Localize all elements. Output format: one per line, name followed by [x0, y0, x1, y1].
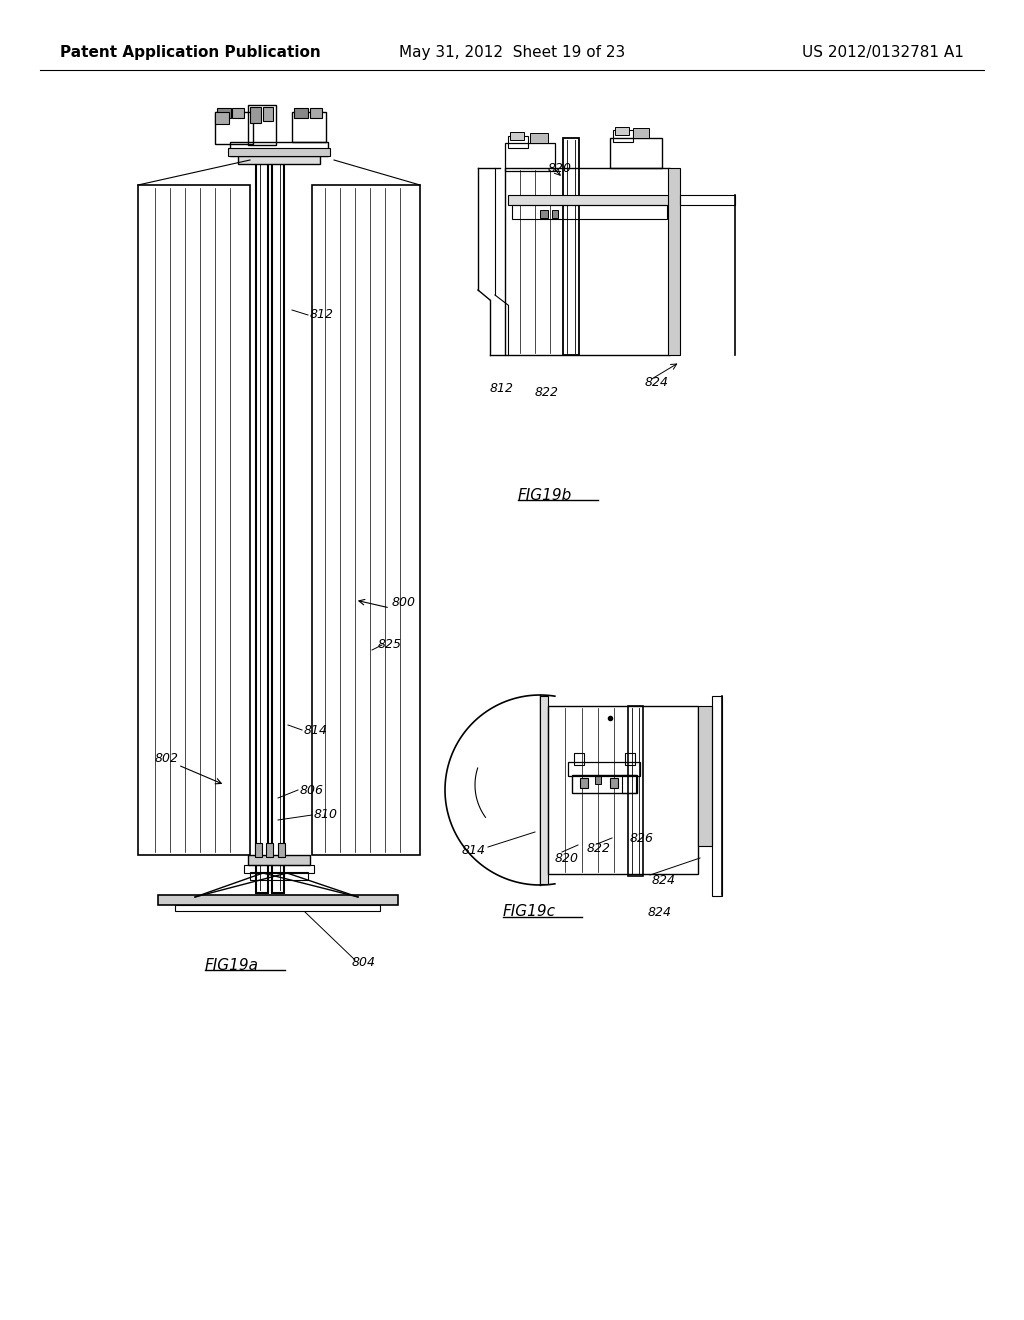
Text: 812: 812	[490, 381, 514, 395]
Bar	[255, 843, 262, 857]
Text: FIG19a: FIG19a	[205, 957, 259, 973]
Bar	[574, 752, 584, 766]
Text: 822: 822	[535, 385, 559, 399]
Bar	[698, 706, 712, 846]
Bar	[256, 158, 268, 894]
Bar	[266, 843, 273, 857]
Bar	[232, 108, 244, 117]
Bar	[217, 108, 231, 117]
Bar	[540, 210, 548, 218]
Bar	[228, 148, 330, 156]
Bar	[510, 132, 524, 140]
Bar	[230, 143, 328, 156]
Bar	[512, 205, 667, 219]
Bar	[244, 865, 314, 873]
Text: May 31, 2012  Sheet 19 of 23: May 31, 2012 Sheet 19 of 23	[399, 45, 625, 59]
Bar	[563, 139, 579, 355]
Text: FIG19c: FIG19c	[503, 904, 556, 920]
Bar	[138, 185, 250, 855]
Bar	[215, 112, 229, 124]
Bar	[215, 112, 253, 144]
Bar	[622, 775, 636, 793]
Text: 810: 810	[314, 808, 338, 821]
Bar	[248, 106, 276, 145]
Bar	[508, 136, 528, 148]
Bar	[580, 777, 588, 788]
Bar	[615, 127, 629, 135]
Bar	[548, 706, 698, 874]
Text: 806: 806	[300, 784, 324, 796]
Bar	[292, 112, 326, 143]
Text: 826: 826	[630, 832, 654, 845]
Bar	[272, 158, 284, 894]
Bar	[668, 168, 680, 355]
Bar	[263, 107, 273, 121]
Bar	[250, 107, 261, 123]
Text: 802: 802	[155, 751, 179, 764]
Bar	[610, 777, 618, 788]
Text: FIG19b: FIG19b	[518, 487, 572, 503]
Bar	[250, 873, 308, 880]
Bar	[595, 776, 601, 784]
Text: 812: 812	[310, 309, 334, 322]
Bar	[680, 195, 735, 205]
Text: 820: 820	[548, 161, 572, 174]
Text: 824: 824	[652, 874, 676, 887]
Text: 814: 814	[462, 843, 486, 857]
Bar	[248, 855, 310, 865]
Text: 825: 825	[378, 639, 402, 652]
Bar	[175, 906, 380, 911]
Text: 804: 804	[352, 957, 376, 969]
Text: 800: 800	[392, 595, 416, 609]
Bar	[625, 752, 635, 766]
Text: Patent Application Publication: Patent Application Publication	[60, 45, 321, 59]
Bar	[238, 152, 319, 164]
Text: 820: 820	[555, 851, 579, 865]
Bar	[294, 108, 308, 117]
Bar	[158, 895, 398, 906]
Bar	[508, 195, 670, 205]
Bar	[633, 128, 649, 139]
Text: 824: 824	[648, 906, 672, 919]
Text: 822: 822	[587, 842, 611, 854]
Bar	[628, 706, 643, 876]
Bar	[568, 762, 640, 776]
Text: US 2012/0132781 A1: US 2012/0132781 A1	[802, 45, 964, 59]
Bar	[613, 129, 633, 143]
Text: 824: 824	[645, 376, 669, 389]
Bar	[540, 696, 548, 884]
Bar	[312, 185, 420, 855]
Bar	[572, 775, 637, 793]
Bar	[505, 143, 555, 172]
Bar	[310, 108, 322, 117]
Bar	[505, 168, 670, 355]
Bar	[610, 139, 662, 168]
Bar	[712, 696, 722, 896]
Bar	[552, 210, 558, 218]
Bar	[278, 843, 285, 857]
Bar	[530, 133, 548, 143]
Text: 814: 814	[304, 723, 328, 737]
